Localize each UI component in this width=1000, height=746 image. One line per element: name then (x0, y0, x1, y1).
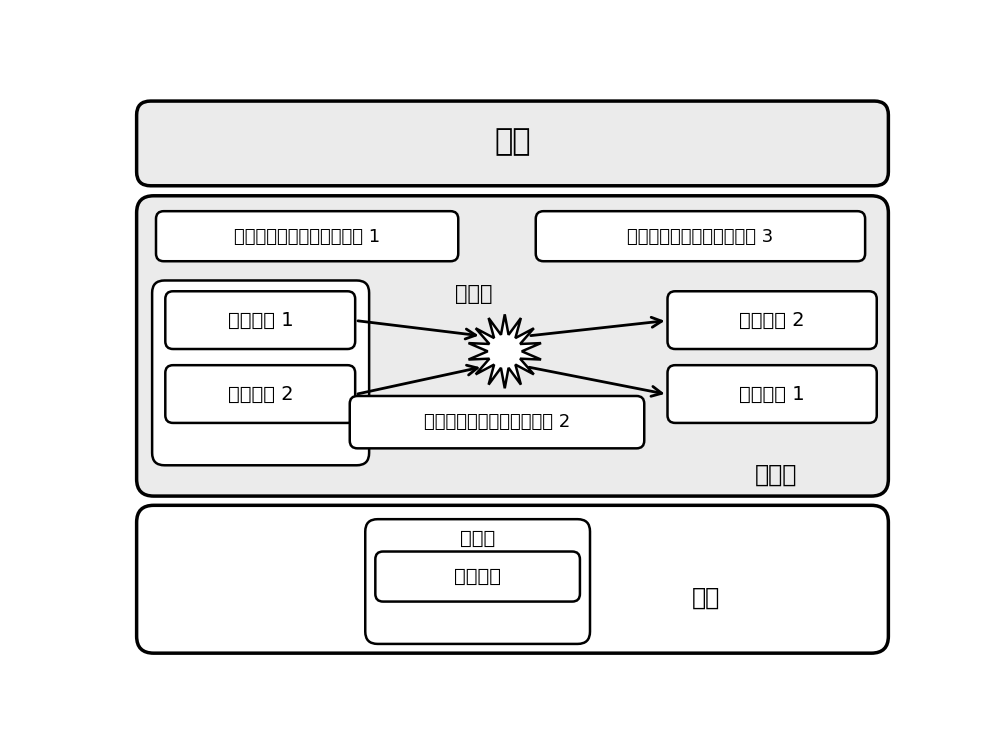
FancyBboxPatch shape (165, 291, 355, 349)
Text: 上盖: 上盖 (692, 586, 720, 609)
Polygon shape (468, 314, 541, 388)
Text: 出瞳光闸 1: 出瞳光闸 1 (228, 311, 293, 330)
FancyBboxPatch shape (137, 505, 888, 653)
Text: 光敏区: 光敏区 (455, 283, 492, 304)
Text: 吸气风机: 吸气风机 (454, 568, 501, 586)
Text: 探测室: 探测室 (755, 463, 797, 486)
FancyBboxPatch shape (668, 291, 877, 349)
Text: 散射接收探测放大电路模块 1: 散射接收探测放大电路模块 1 (234, 228, 380, 245)
FancyBboxPatch shape (152, 280, 369, 466)
FancyBboxPatch shape (137, 195, 888, 496)
Text: 消光光阱 2: 消光光阱 2 (739, 311, 805, 330)
FancyBboxPatch shape (536, 211, 865, 261)
Text: 出瞳光闸 2: 出瞳光闸 2 (228, 385, 293, 404)
Text: 底座: 底座 (494, 128, 531, 157)
Text: 散射接收探测放大电路模块 2: 散射接收探测放大电路模块 2 (424, 413, 570, 431)
FancyBboxPatch shape (165, 366, 355, 423)
FancyBboxPatch shape (350, 396, 644, 448)
Text: 散射接收探测放大电路模块 3: 散射接收探测放大电路模块 3 (627, 228, 773, 245)
FancyBboxPatch shape (668, 366, 877, 423)
Text: 消光光阱 1: 消光光阱 1 (739, 385, 805, 404)
FancyBboxPatch shape (156, 211, 458, 261)
Text: 过滤器: 过滤器 (460, 529, 495, 548)
FancyBboxPatch shape (365, 519, 590, 644)
FancyBboxPatch shape (137, 101, 888, 186)
FancyBboxPatch shape (375, 551, 580, 601)
